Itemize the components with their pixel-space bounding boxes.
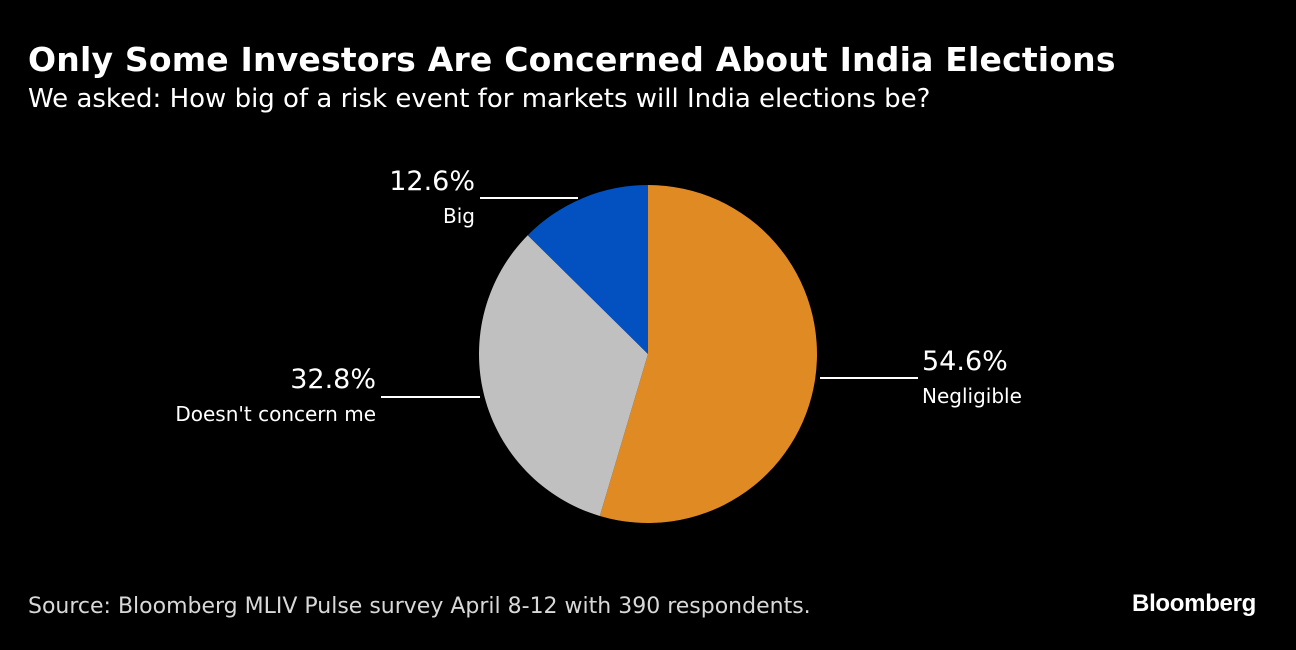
pie-slices	[478, 185, 817, 523]
data-label-negligible-name: Negligible	[922, 384, 1022, 408]
data-label-negligible-value: 54.6%	[922, 346, 1008, 377]
source-note: Source: Bloomberg MLIV Pulse survey Apri…	[28, 594, 811, 619]
chart-title: Only Some Investors Are Concerned About …	[28, 40, 1116, 79]
pie-slice-negligible	[599, 185, 817, 523]
bloomberg-logo: Bloomberg	[1132, 590, 1256, 617]
data-label-doesnt-concern-name: Doesn't concern me	[175, 402, 376, 426]
chart-subtitle: We asked: How big of a risk event for ma…	[28, 84, 931, 114]
data-label-doesnt-concern-value: 32.8%	[290, 364, 376, 395]
pie-slice-doesn-t-concern-me	[478, 235, 648, 516]
pie-slice-big	[527, 185, 648, 354]
data-label-big-name: Big	[443, 204, 475, 228]
data-label-big-value: 12.6%	[389, 166, 475, 197]
